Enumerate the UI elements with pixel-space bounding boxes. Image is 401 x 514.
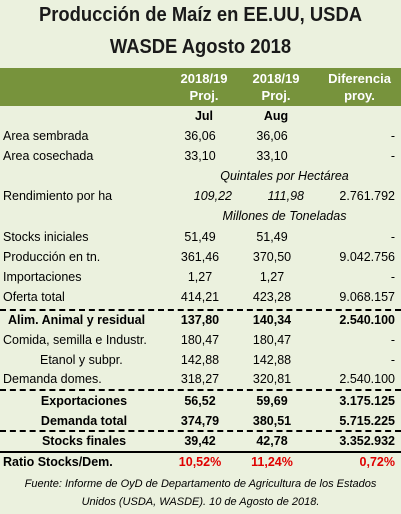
- row-label: Demanda domes.: [3, 372, 102, 386]
- cell-value: 137,80: [180, 313, 220, 327]
- cell-value: 2.540.100: [339, 313, 395, 327]
- cell-value: 142,88: [252, 353, 292, 367]
- cell-value: -: [390, 129, 395, 143]
- cell-value: 370,50: [252, 250, 292, 264]
- cell-value: 142,88: [180, 353, 220, 367]
- column-header: Proj.: [189, 88, 219, 103]
- row-label: Alim. Animal y residual: [8, 313, 146, 327]
- unit-label: Quintales por Hectárea: [220, 169, 349, 183]
- row-label: Importaciones: [3, 270, 82, 284]
- row-label: Comida, semilla e Industr.: [3, 333, 147, 347]
- column-header: 2018/19: [180, 71, 228, 86]
- cell-value: 318,27: [180, 372, 220, 386]
- divider: [0, 451, 401, 453]
- cell-value: 1,27: [187, 270, 213, 284]
- row-label: Exportaciones: [40, 394, 128, 408]
- cell-value: 10,52%: [178, 455, 222, 469]
- row-label: Producción en tn.: [3, 250, 101, 264]
- cell-value: 361,46: [180, 250, 220, 264]
- cell-value: 51,49: [256, 230, 288, 244]
- cell-value: 5.715.225: [339, 414, 395, 428]
- cell-value: 36,06: [184, 129, 216, 143]
- month-label: Aug: [263, 109, 289, 123]
- cell-value: -: [390, 149, 395, 163]
- column-header: 2018/19: [252, 71, 300, 86]
- cell-value: 380,51: [252, 414, 292, 428]
- cell-value: 2.761.792: [339, 189, 395, 203]
- source-note: Fuente: Informe de OyD de Departamento d…: [24, 478, 377, 490]
- cell-value: 140,34: [252, 313, 292, 327]
- divider: [0, 430, 401, 432]
- cell-value: 414,21: [180, 290, 220, 304]
- cell-value: -: [390, 353, 395, 367]
- cell-value: 109,22: [193, 189, 232, 203]
- month-label: Jul: [194, 109, 214, 123]
- cell-value: 0,72%: [359, 455, 395, 469]
- row-label: Area cosechada: [3, 149, 94, 163]
- divider: [0, 389, 401, 391]
- unit-label: Millones de Toneladas: [222, 209, 347, 223]
- column-header: proy.: [344, 88, 375, 103]
- cell-value: 9.042.756: [339, 250, 395, 264]
- row-label: Oferta total: [3, 290, 65, 304]
- cell-value: 3.352.932: [339, 434, 395, 448]
- title: WASDE Agosto 2018: [109, 36, 292, 58]
- row-label: Etanol y subpr.: [40, 353, 123, 367]
- cell-value: 180,47: [180, 333, 220, 347]
- column-header: Proj.: [261, 88, 291, 103]
- cell-value: -: [390, 333, 395, 347]
- cell-value: 36,06: [256, 129, 288, 143]
- cell-value: 2.540.100: [339, 372, 395, 386]
- row-label: Stocks finales: [41, 434, 127, 448]
- cell-value: -: [390, 270, 395, 284]
- row-label: Area sembrada: [3, 129, 89, 143]
- cell-value: 423,28: [252, 290, 292, 304]
- divider: [0, 309, 401, 311]
- cell-value: 111,98: [267, 189, 304, 203]
- cell-value: 33,10: [184, 149, 216, 163]
- cell-value: 9.068.157: [339, 290, 395, 304]
- cell-value: 374,79: [180, 414, 220, 428]
- cell-value: -: [390, 230, 395, 244]
- cell-value: 51,49: [184, 230, 216, 244]
- row-label: Demanda total: [40, 414, 128, 428]
- cell-value: 3.175.125: [339, 394, 395, 408]
- source-note: Unidos (USDA, WASDE). 10 de Agosto de 20…: [81, 496, 320, 508]
- column-header: Diferencia: [328, 71, 391, 86]
- cell-value: 320,81: [252, 372, 292, 386]
- cell-value: 180,47: [252, 333, 292, 347]
- cell-value: 59,69: [256, 394, 288, 408]
- cell-value: 39,42: [184, 434, 216, 448]
- cell-value: 11,24%: [251, 455, 293, 469]
- cell-value: 56,52: [184, 394, 216, 408]
- cell-value: 33,10: [256, 149, 288, 163]
- row-label: Ratio Stocks/Dem.: [3, 455, 113, 469]
- cell-value: 42,78: [256, 434, 288, 448]
- header-bar: [0, 68, 401, 106]
- row-label: Rendimiento por ha: [3, 189, 113, 203]
- cell-value: 1,27: [259, 270, 285, 284]
- row-label: Stocks iniciales: [3, 230, 89, 244]
- title: Producción de Maíz en EE.UU, USDA: [38, 4, 363, 26]
